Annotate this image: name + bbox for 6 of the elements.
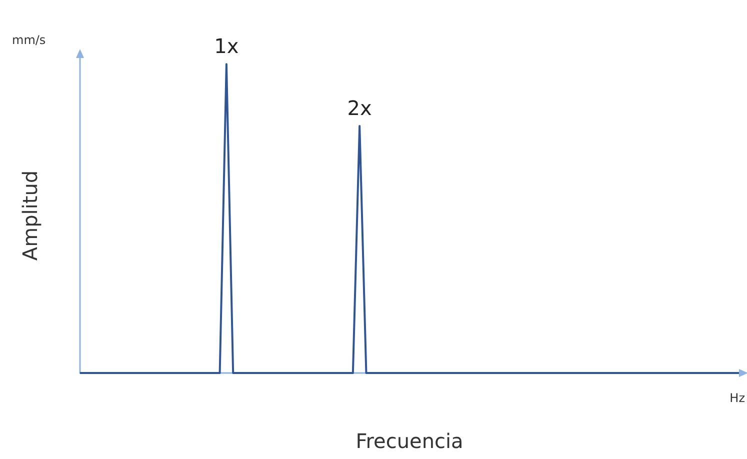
text: mm/s	[12, 33, 46, 47]
x-axis-title: Frecuencia	[356, 429, 464, 453]
y-axis-title: Amplitud	[18, 170, 42, 261]
annotation: 2x	[347, 96, 372, 120]
annotation: 1x	[214, 34, 239, 58]
text: Hz	[730, 391, 746, 405]
